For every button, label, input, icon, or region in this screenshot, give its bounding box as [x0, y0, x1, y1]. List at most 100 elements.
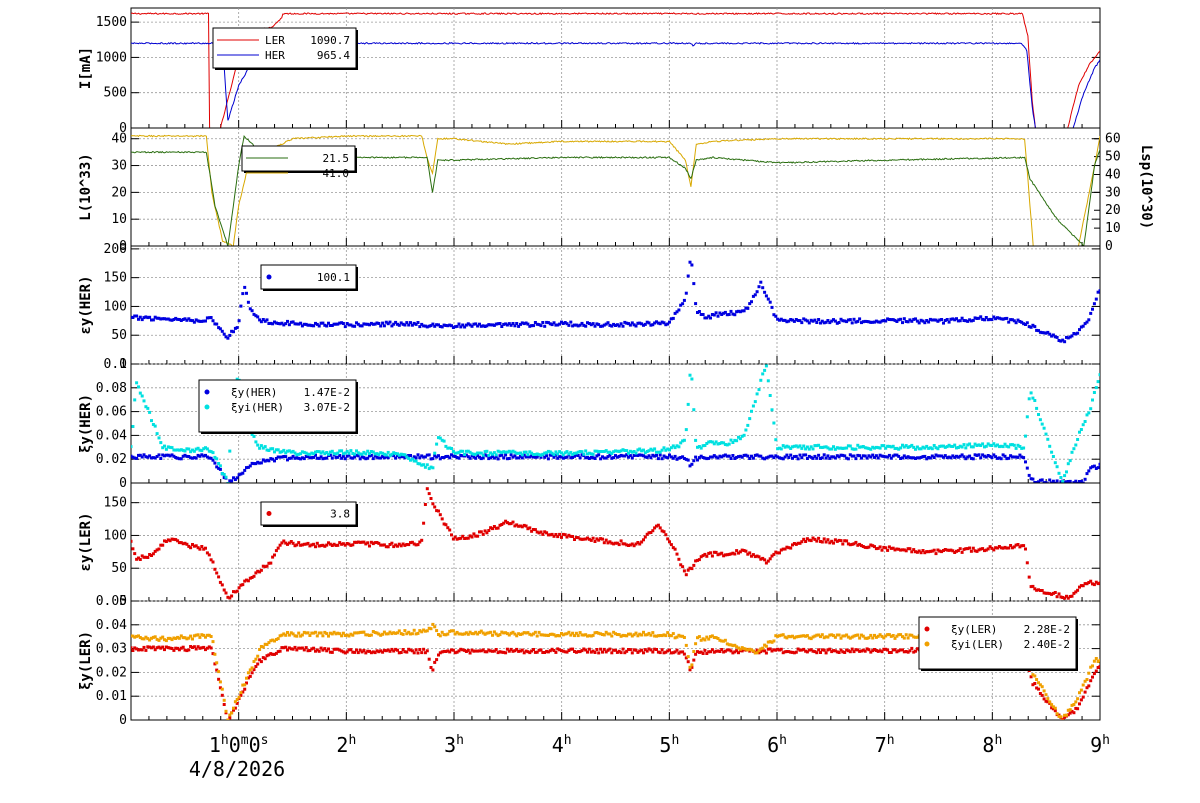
data-point: [172, 648, 176, 652]
data-point: [433, 451, 437, 455]
data-point: [716, 456, 720, 460]
data-point: [537, 648, 541, 652]
y-axis-label: L(10^33): [78, 153, 94, 220]
data-point: [636, 448, 640, 452]
data-point: [278, 322, 282, 326]
data-point: [789, 546, 793, 550]
data-point: [943, 445, 947, 449]
data-point: [431, 622, 435, 626]
data-point: [880, 634, 884, 638]
data-point: [373, 651, 377, 655]
data-point: [697, 635, 701, 639]
data-point: [682, 438, 686, 442]
data-point: [217, 677, 221, 681]
data-point: [722, 441, 726, 445]
data-point: [932, 456, 936, 459]
data-point: [310, 631, 314, 635]
data-point: [733, 438, 737, 442]
data-point: [1065, 470, 1068, 474]
data-point: [1048, 700, 1052, 704]
data-point: [459, 449, 463, 453]
data-point: [252, 434, 256, 438]
data-point: [336, 451, 340, 455]
data-point: [768, 640, 772, 644]
data-point: [535, 452, 539, 456]
data-point: [694, 652, 698, 656]
data-point: [846, 649, 850, 653]
data-point: [750, 409, 753, 413]
data-point: [442, 439, 446, 443]
data-point: [537, 630, 541, 634]
data-point: [940, 318, 944, 321]
data-point: [215, 457, 219, 461]
data-point: [328, 631, 332, 635]
x-tick-label-part: 0: [229, 733, 241, 757]
data-point: [522, 450, 526, 454]
data-point: [623, 320, 627, 324]
data-point: [897, 454, 901, 458]
data-point: [969, 549, 973, 553]
data-point: [697, 310, 701, 313]
data-point: [528, 651, 532, 655]
data-point: [701, 637, 705, 641]
data-point: [541, 651, 545, 654]
data-point: [826, 454, 830, 458]
data-point: [451, 629, 455, 633]
data-point: [1031, 323, 1035, 327]
data-point: [246, 676, 250, 680]
data-point: [820, 446, 824, 449]
data-point: [410, 649, 414, 653]
data-point: [1014, 446, 1018, 450]
data-point: [459, 632, 463, 636]
legend-name: ξy(LER): [951, 623, 997, 636]
data-point: [789, 447, 793, 450]
data-point: [722, 639, 726, 643]
data-point: [820, 648, 824, 652]
data-point: [884, 319, 888, 323]
data-point: [669, 446, 673, 450]
data-point: [241, 690, 245, 694]
data-point: [800, 321, 804, 325]
data-point: [377, 322, 381, 325]
data-point: [628, 632, 632, 636]
data-point: [353, 540, 357, 544]
data-point: [656, 450, 660, 454]
y-tick-label: 150: [104, 271, 127, 286]
data-point: [727, 552, 731, 556]
data-point: [617, 543, 621, 547]
data-point: [427, 453, 431, 457]
data-point: [414, 543, 418, 547]
data-point: [410, 540, 414, 544]
data-point: [599, 537, 603, 541]
data-point: [779, 633, 783, 637]
data-point: [781, 651, 785, 655]
data-point: [491, 649, 494, 653]
data-point: [222, 588, 226, 592]
data-point: [701, 554, 705, 558]
data-point: [314, 321, 317, 325]
data-point: [416, 462, 420, 466]
x-tick-label-part: m: [241, 733, 249, 748]
data-point: [425, 463, 429, 467]
data-point: [977, 316, 981, 320]
data-point: [774, 550, 778, 554]
data-point: [899, 633, 903, 637]
data-point: [258, 570, 262, 574]
data-point: [947, 320, 951, 324]
x-tick-label-part: 3: [444, 733, 456, 757]
data-point: [865, 647, 869, 651]
legend-swatch: [924, 626, 930, 632]
data-point: [994, 444, 998, 448]
data-point: [455, 456, 459, 459]
data-point: [1070, 709, 1074, 713]
data-point: [1074, 479, 1078, 483]
data-point: [1072, 447, 1076, 451]
data-point: [334, 452, 338, 456]
data-point: [1031, 584, 1035, 588]
data-point: [142, 645, 146, 649]
y-tick-label: 50: [111, 328, 127, 343]
data-point: [163, 539, 166, 543]
data-point: [709, 455, 712, 459]
data-point: [146, 316, 150, 320]
y-tick-label: 0.01: [96, 689, 127, 704]
